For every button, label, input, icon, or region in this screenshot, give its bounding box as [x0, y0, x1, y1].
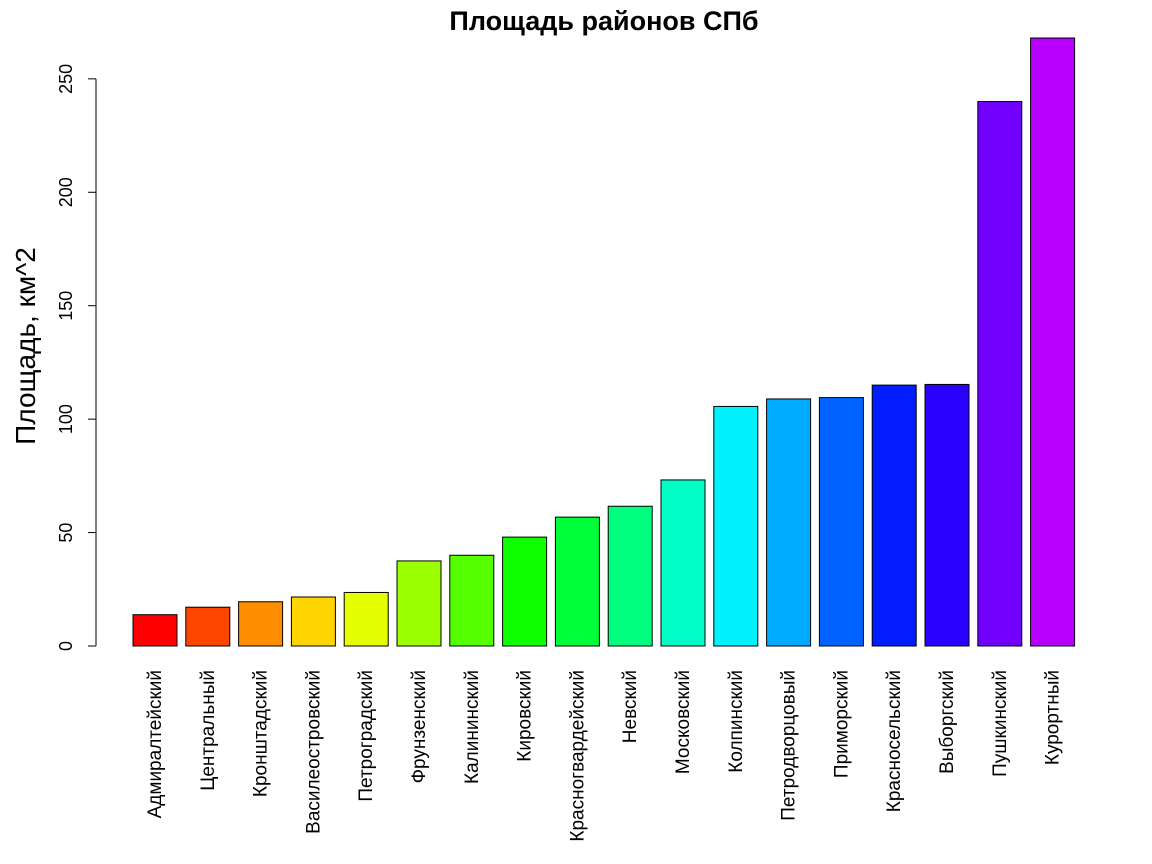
category-label: Колпинский [726, 670, 747, 773]
category-label: Красносельский [884, 670, 905, 812]
category-label: Фрунзенский [409, 670, 430, 783]
bars [132, 37, 1076, 647]
bar [607, 505, 653, 647]
category-label: Калининский [462, 670, 483, 784]
bar [1030, 37, 1076, 647]
bar [132, 614, 178, 647]
category-label: Невский [620, 670, 641, 743]
bar [924, 383, 970, 647]
bar [343, 591, 389, 647]
category-label: Московский [673, 670, 694, 774]
bar [185, 606, 231, 647]
y-tick-label: 150 [56, 291, 76, 321]
y-tick-label: 250 [56, 64, 76, 94]
y-tick-label: 100 [56, 404, 76, 434]
bar [449, 554, 495, 647]
y-tick-label: 0 [56, 641, 76, 651]
bar [766, 398, 812, 647]
category-label: Приморский [831, 670, 852, 778]
category-label: Василеостровский [303, 670, 324, 834]
category-label: Кронштадский [251, 670, 272, 797]
bar [290, 596, 336, 647]
category-labels: Адмиралтейский Центральный Кронштадский Вас… [145, 670, 1064, 842]
bar [502, 536, 548, 647]
bar [396, 560, 442, 647]
category-label: Адмиралтейский [145, 670, 166, 818]
category-label: Центральный [198, 670, 219, 791]
category-label: Петроградский [356, 670, 377, 802]
y-axis: 0 50 100 150 200 250 [56, 64, 97, 651]
bar [713, 405, 759, 647]
bar [660, 479, 706, 647]
category-label: Курортный [1043, 670, 1064, 765]
category-label: Красногвардейский [567, 670, 588, 842]
bar [238, 601, 284, 647]
bar [818, 397, 864, 647]
y-tick-label: 50 [56, 523, 76, 543]
bar [871, 384, 917, 647]
bar [554, 516, 600, 647]
category-label: Пушкинский [990, 670, 1011, 777]
category-label: Кировский [515, 670, 536, 762]
y-axis-label: Площадь, км^2 [10, 247, 41, 445]
chart-title: Площадь районов СПб [449, 6, 758, 36]
category-label: Петродворцовый [779, 670, 800, 821]
bar [977, 101, 1023, 647]
category-label: Выборгский [937, 670, 958, 774]
y-tick-label: 200 [56, 177, 76, 207]
